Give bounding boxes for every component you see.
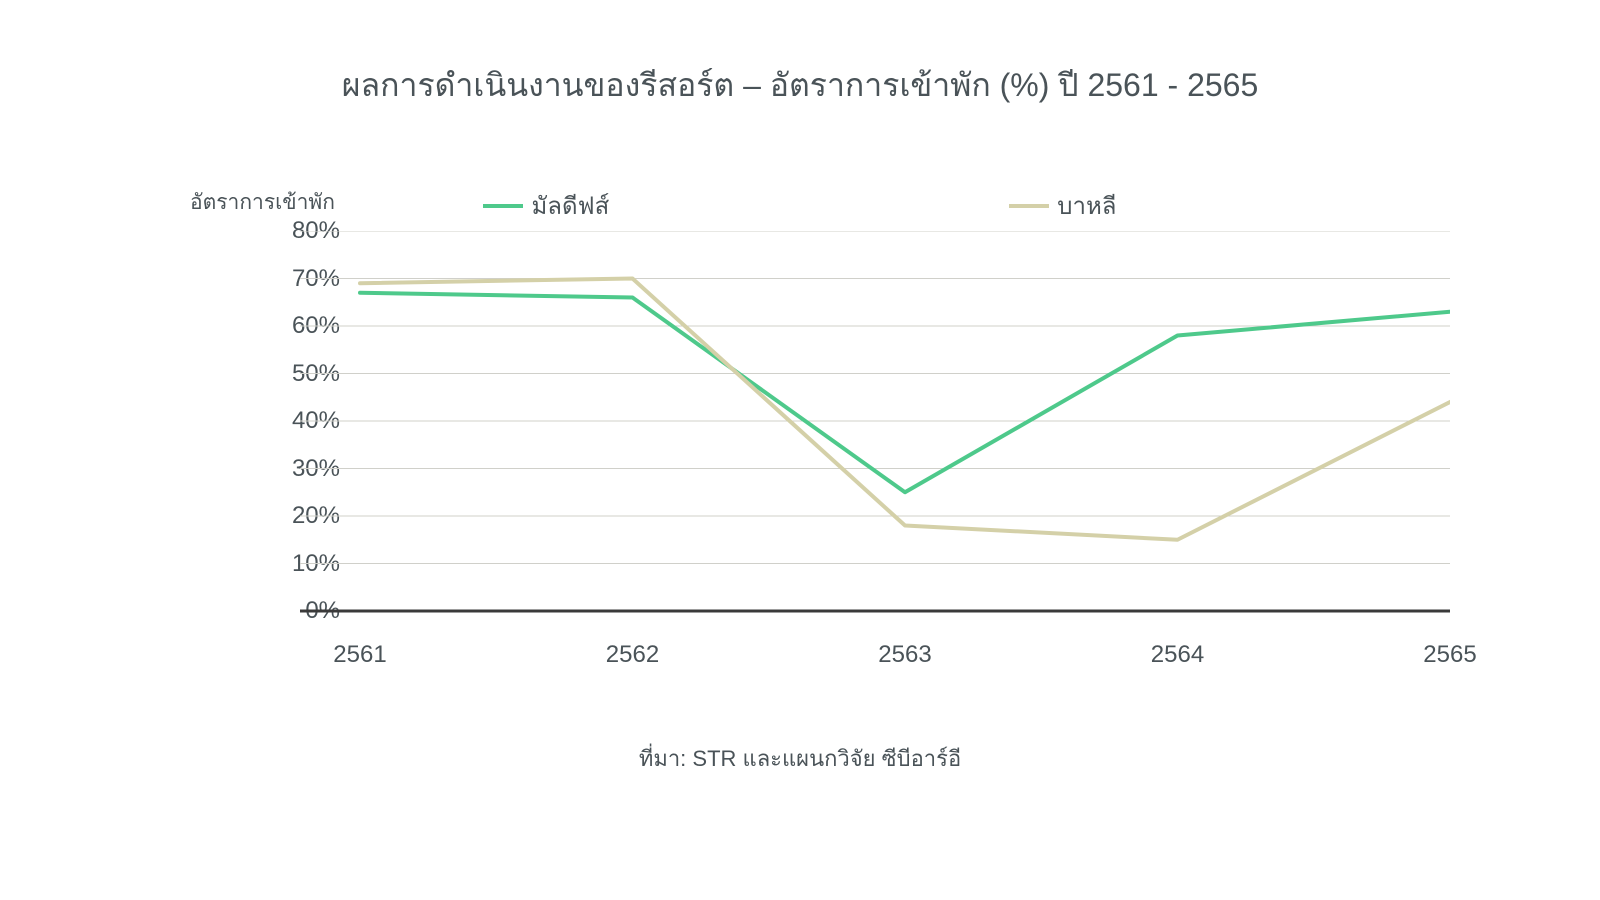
chart-title: ผลการดำเนินงานของรีสอร์ต – อัตราการเข้าพ… xyxy=(0,0,1600,131)
x-tick-label: 2561 xyxy=(333,641,386,669)
chart-container: อัตราการเข้าพัก มัลดีฟส์ บาหลี 0%10%20%3… xyxy=(100,131,1500,731)
legend-swatch-bali xyxy=(1009,204,1049,208)
x-tick-label: 2562 xyxy=(606,641,659,669)
x-tick-label: 2564 xyxy=(1151,641,1204,669)
legend-label-maldives: มัลดีฟส์ xyxy=(531,186,609,225)
x-tick-label: 2563 xyxy=(878,641,931,669)
source-label: ที่มา: STR และแผนกวิจัย ซีบีอาร์อี xyxy=(100,741,1500,776)
legend-label-bali: บาหลี xyxy=(1057,186,1116,225)
x-tick-label: 2565 xyxy=(1423,641,1476,669)
chart-svg xyxy=(300,231,1450,613)
legend-item-bali: บาหลี xyxy=(1009,186,1116,225)
legend-item-maldives: มัลดีฟส์ xyxy=(483,186,609,225)
legend-swatch-maldives xyxy=(483,204,523,208)
plot-area xyxy=(300,231,1450,611)
